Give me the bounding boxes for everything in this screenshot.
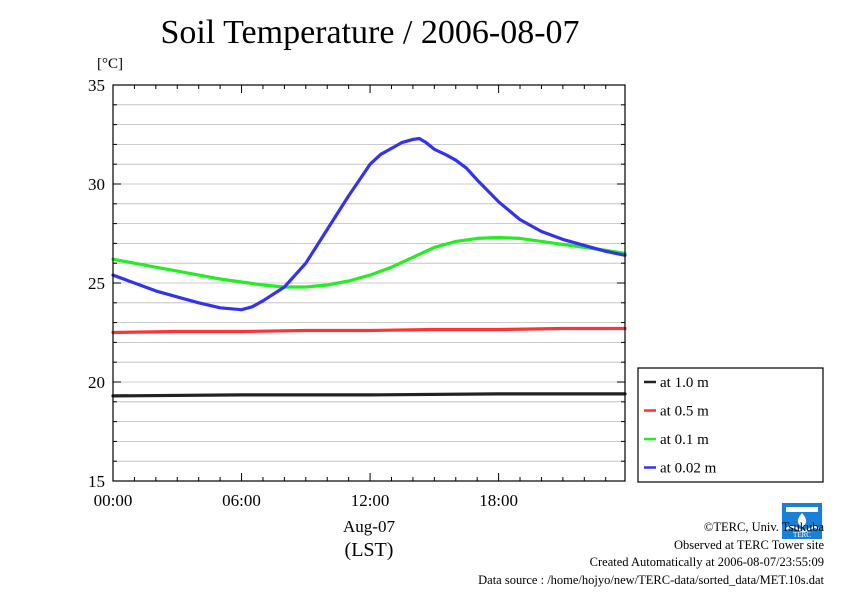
grid-lines <box>113 84 625 482</box>
y-tick-label: 35 <box>88 76 105 95</box>
x-tick-label: 00:00 <box>94 491 133 510</box>
legend-label: at 1.0 m <box>660 375 709 391</box>
chart-title: Soil Temperature / 2006-08-07 <box>160 14 580 51</box>
data-source-text: Data source : /home/hojyo/new/TERC-data/… <box>478 572 824 587</box>
copyright-text: ©TERC, Univ. Tsukuba <box>703 520 824 534</box>
y-tick-label: 25 <box>88 274 105 293</box>
series-line-3 <box>111 136 627 312</box>
terc-logo: TERC <box>782 503 822 539</box>
credits: ©TERC, Univ. Tsukuba Observed at TERC To… <box>478 519 824 589</box>
legend-label: at 0.02 m <box>660 461 717 477</box>
x-tick-label: 12:00 <box>351 491 390 510</box>
legend: at 1.0 m at 0.5 m at 0.1 m at 0.02 m <box>637 367 824 483</box>
series-line-2 <box>111 235 627 289</box>
x-tick-label: 18:00 <box>479 491 518 510</box>
y-tick-label: 15 <box>88 472 105 491</box>
observed-text: Observed at TERC Tower site <box>673 537 824 552</box>
x-axis-date-label: Aug-07 <box>343 517 395 536</box>
y-tick-label: 30 <box>88 175 105 194</box>
legend-box <box>637 367 824 483</box>
legend-label: at 0.5 m <box>660 404 709 420</box>
created-text: Created Automatically at 2006-08-07/23:5… <box>589 555 824 569</box>
series-line-0 <box>111 392 627 398</box>
y-axis: 15 20 25 30 35 <box>88 76 625 491</box>
logo-text: TERC <box>793 531 811 539</box>
x-axis: 00:00 06:00 12:00 18:00 <box>94 85 607 510</box>
series-line-1 <box>111 326 627 335</box>
x-tick-label: 06:00 <box>222 491 261 510</box>
series-lines <box>111 136 627 398</box>
y-tick-label: 20 <box>88 373 105 392</box>
x-axis-unit-label: (LST) <box>345 539 394 561</box>
legend-label: at 0.1 m <box>660 432 709 448</box>
y-axis-label: [°C] <box>97 56 123 72</box>
terc-logo-icon: TERC <box>782 503 822 539</box>
